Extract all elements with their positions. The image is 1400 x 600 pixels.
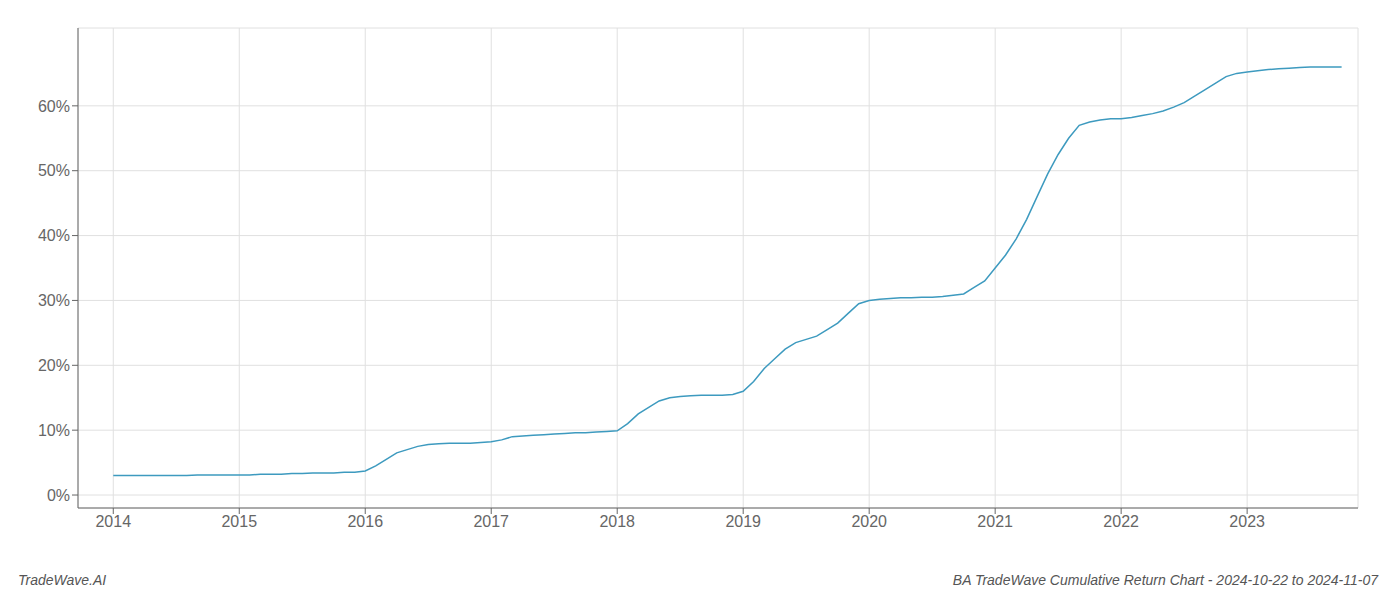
svg-text:2021: 2021 [977, 513, 1013, 530]
svg-text:2015: 2015 [221, 513, 257, 530]
svg-text:2014: 2014 [95, 513, 131, 530]
svg-text:2019: 2019 [725, 513, 761, 530]
svg-text:2017: 2017 [473, 513, 509, 530]
svg-text:50%: 50% [38, 162, 70, 179]
svg-text:2023: 2023 [1229, 513, 1265, 530]
svg-text:10%: 10% [38, 422, 70, 439]
svg-text:2018: 2018 [599, 513, 635, 530]
html-text:BA TradeWave Cumulative Return: BA TradeWave Cumulative Return Chart - 2… [952, 572, 1378, 588]
svg-text:2022: 2022 [1103, 513, 1139, 530]
svg-text:2020: 2020 [851, 513, 887, 530]
svg-text:40%: 40% [38, 227, 70, 244]
svg-text:30%: 30% [38, 292, 70, 309]
svg-text:2016: 2016 [347, 513, 383, 530]
svg-text:0%: 0% [47, 487, 70, 504]
svg-text:60%: 60% [38, 98, 70, 115]
svg-text:20%: 20% [38, 357, 70, 374]
html-text:TradeWave.AI: TradeWave.AI [18, 572, 107, 588]
